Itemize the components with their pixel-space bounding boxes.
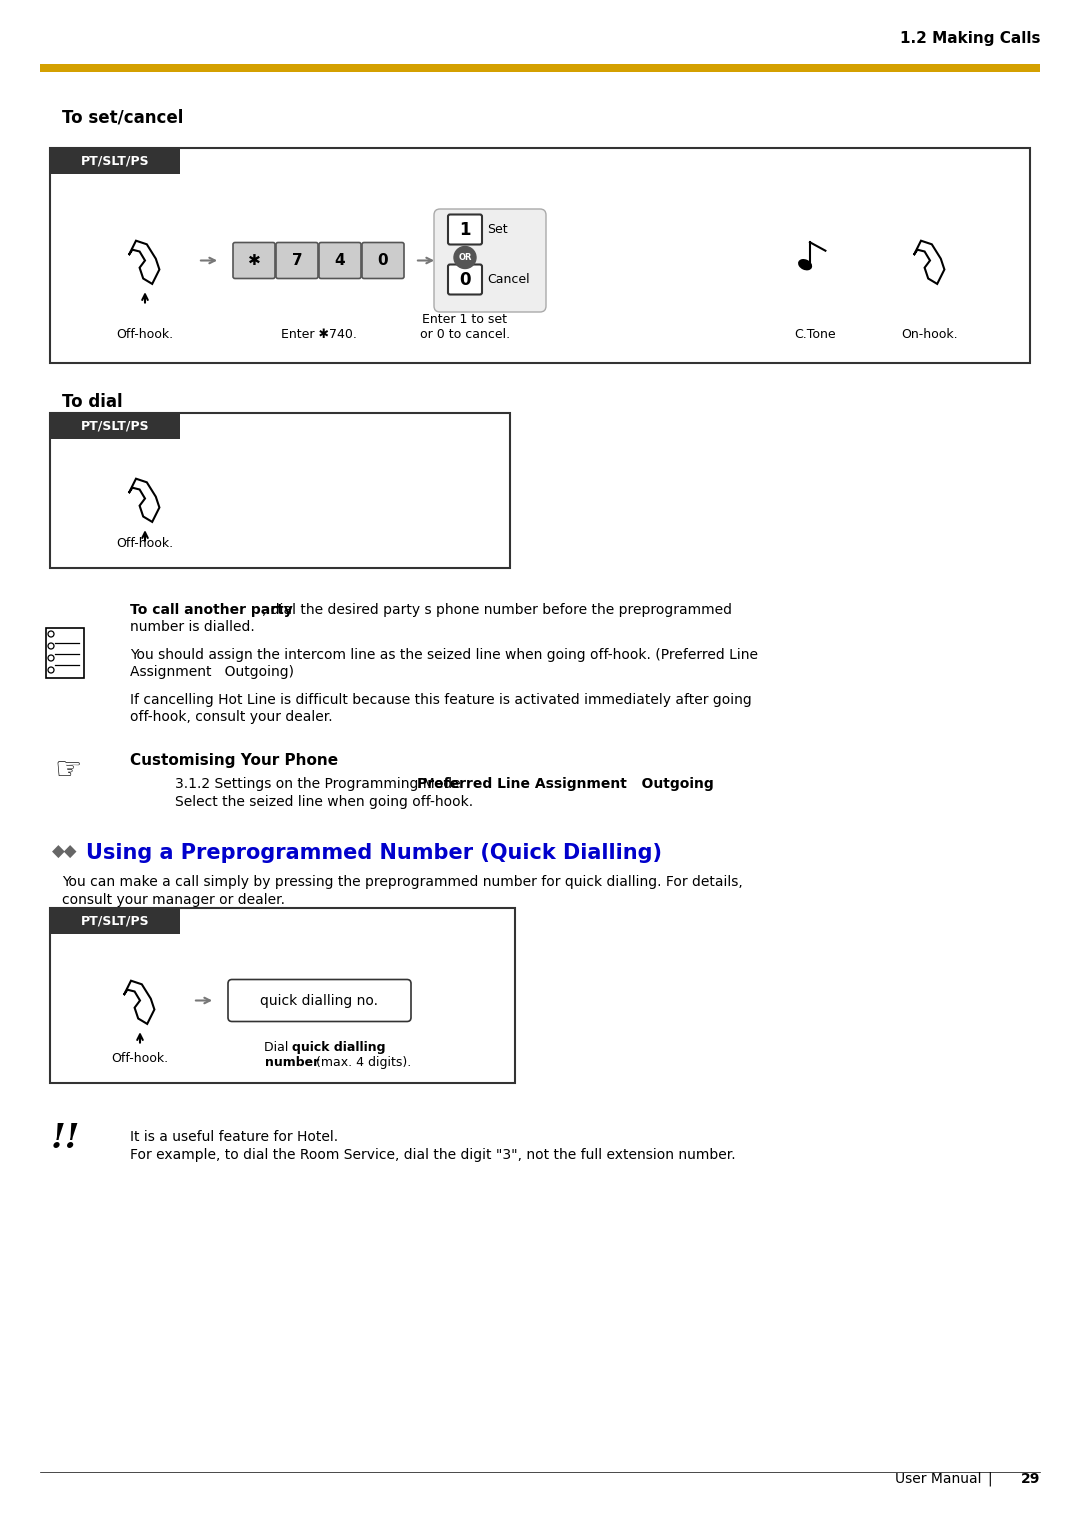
- FancyBboxPatch shape: [233, 243, 275, 278]
- Text: , dial the desired party s phone number before the preprogrammed: , dial the desired party s phone number …: [262, 604, 732, 617]
- FancyBboxPatch shape: [50, 148, 180, 174]
- FancyBboxPatch shape: [40, 64, 1040, 72]
- Text: To call another party: To call another party: [130, 604, 293, 617]
- FancyBboxPatch shape: [448, 214, 482, 244]
- Text: number: number: [265, 1056, 319, 1070]
- Text: |: |: [988, 1471, 993, 1487]
- Text: 7: 7: [292, 254, 302, 267]
- Text: (max. 4 digits).: (max. 4 digits).: [312, 1056, 411, 1070]
- Text: User Manual: User Manual: [895, 1471, 982, 1487]
- Text: consult your manager or dealer.: consult your manager or dealer.: [62, 892, 285, 908]
- Circle shape: [48, 631, 54, 637]
- Text: PT/SLT/PS: PT/SLT/PS: [81, 914, 149, 927]
- FancyBboxPatch shape: [276, 243, 318, 278]
- Text: number is dialled.: number is dialled.: [130, 620, 255, 634]
- Text: It is a useful feature for Hotel.: It is a useful feature for Hotel.: [130, 1131, 338, 1144]
- Text: ☞: ☞: [54, 756, 82, 785]
- Text: Set: Set: [487, 223, 508, 235]
- Text: !!: !!: [51, 1122, 80, 1155]
- Text: PT/SLT/PS: PT/SLT/PS: [81, 420, 149, 432]
- Text: ◆◆: ◆◆: [52, 843, 78, 860]
- Text: For example, to dial the Room Service, dial the digit "3", not the full extensio: For example, to dial the Room Service, d…: [130, 1148, 735, 1161]
- Text: You can make a call simply by pressing the preprogrammed number for quick dialli: You can make a call simply by pressing t…: [62, 876, 743, 889]
- Circle shape: [48, 656, 54, 662]
- Text: On-hook.: On-hook.: [902, 329, 958, 341]
- Text: quick dialling no.: quick dialling no.: [260, 993, 378, 1007]
- FancyBboxPatch shape: [50, 413, 510, 568]
- Text: To dial: To dial: [62, 393, 123, 411]
- Text: 3.1.2 Settings on the Programming Mode: 3.1.2 Settings on the Programming Mode: [175, 778, 474, 792]
- Text: Dial: Dial: [265, 1041, 293, 1054]
- FancyBboxPatch shape: [362, 243, 404, 278]
- Circle shape: [48, 668, 54, 672]
- Text: To set/cancel: To set/cancel: [62, 108, 184, 125]
- Text: Enter ✱740.: Enter ✱740.: [281, 329, 356, 341]
- Text: Off-hook.: Off-hook.: [117, 536, 174, 550]
- FancyBboxPatch shape: [46, 628, 84, 678]
- Text: 1: 1: [459, 220, 471, 238]
- FancyBboxPatch shape: [50, 413, 180, 439]
- Text: off-hook, consult your dealer.: off-hook, consult your dealer.: [130, 711, 333, 724]
- Text: Off-hook.: Off-hook.: [111, 1051, 168, 1065]
- Text: PT/SLT/PS: PT/SLT/PS: [81, 154, 149, 168]
- Text: Customising Your Phone: Customising Your Phone: [130, 753, 338, 769]
- Text: Using a Preprogrammed Number (Quick Dialling): Using a Preprogrammed Number (Quick Dial…: [86, 843, 662, 863]
- Text: Select the seized line when going off-hook.: Select the seized line when going off-ho…: [175, 795, 473, 808]
- Text: Cancel: Cancel: [487, 274, 529, 286]
- FancyBboxPatch shape: [50, 148, 1030, 364]
- Ellipse shape: [799, 260, 811, 269]
- Circle shape: [454, 246, 476, 269]
- Text: OR: OR: [458, 254, 472, 261]
- Text: 0: 0: [459, 270, 471, 289]
- Text: Assignment   Outgoing): Assignment Outgoing): [130, 665, 294, 678]
- FancyBboxPatch shape: [50, 908, 180, 934]
- Text: Preferred Line Assignment   Outgoing: Preferred Line Assignment Outgoing: [417, 778, 714, 792]
- Text: Off-hook.: Off-hook.: [117, 329, 174, 341]
- Text: 1.2 Making Calls: 1.2 Making Calls: [900, 31, 1040, 46]
- Text: You should assign the intercom line as the seized line when going off-hook. (Pre: You should assign the intercom line as t…: [130, 648, 758, 662]
- Circle shape: [48, 643, 54, 649]
- Text: quick dialling: quick dialling: [292, 1041, 384, 1054]
- FancyBboxPatch shape: [448, 264, 482, 295]
- Text: Enter 1 to set
or 0 to cancel.: Enter 1 to set or 0 to cancel.: [420, 313, 510, 341]
- Text: 29: 29: [1021, 1471, 1040, 1487]
- Text: ✱: ✱: [247, 254, 260, 267]
- Text: If cancelling Hot Line is difficult because this feature is activated immediatel: If cancelling Hot Line is difficult beca…: [130, 694, 752, 707]
- FancyBboxPatch shape: [228, 979, 411, 1022]
- Text: 4: 4: [335, 254, 346, 267]
- Text: C.Tone: C.Tone: [794, 329, 836, 341]
- FancyBboxPatch shape: [50, 908, 515, 1083]
- FancyBboxPatch shape: [434, 209, 546, 312]
- FancyBboxPatch shape: [319, 243, 361, 278]
- Text: 0: 0: [378, 254, 389, 267]
